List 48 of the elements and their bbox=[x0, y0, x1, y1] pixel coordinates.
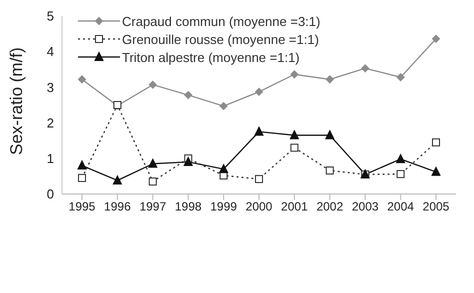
point bbox=[290, 70, 298, 78]
point bbox=[432, 166, 440, 176]
point bbox=[432, 34, 440, 43]
point bbox=[148, 178, 157, 186]
x-tick-label: 1996 bbox=[104, 200, 132, 214]
y-tick-label: 1 bbox=[46, 151, 54, 166]
y-tick-label: 0 bbox=[46, 186, 54, 202]
y-axis-title: Sex-ratio (m/f) bbox=[7, 47, 26, 155]
point bbox=[290, 130, 299, 140]
x-tick-label: 1999 bbox=[210, 200, 238, 214]
x-tick-label: 1997 bbox=[139, 200, 166, 214]
point bbox=[184, 91, 192, 100]
legend-label: Triton alpestre (moyenne =1:1) bbox=[122, 50, 300, 64]
point bbox=[325, 130, 334, 140]
point bbox=[220, 102, 228, 110]
y-tick-label: 3 bbox=[46, 80, 54, 95]
x-tick-label: 2000 bbox=[246, 200, 273, 214]
legend-label: Grenouille rousse (moyenne =1:1) bbox=[122, 32, 319, 46]
legend-label: Crapaud commun (moyenne =3:1) bbox=[122, 14, 320, 28]
point bbox=[326, 75, 334, 84]
point bbox=[78, 160, 86, 170]
y-tick-label: 4 bbox=[46, 44, 54, 60]
point bbox=[396, 170, 405, 178]
x-tick-label: 1995 bbox=[68, 200, 96, 214]
x-tick-label: 2003 bbox=[352, 200, 379, 214]
x-tick-label: 2005 bbox=[422, 200, 450, 214]
point bbox=[148, 80, 157, 89]
point bbox=[326, 166, 334, 175]
point bbox=[78, 75, 86, 84]
y-tick-label: 2 bbox=[46, 115, 54, 130]
point bbox=[112, 175, 122, 184]
point bbox=[184, 156, 193, 166]
point bbox=[396, 154, 406, 164]
y-tick-label: 5 bbox=[46, 8, 54, 24]
x-tick-label: 2004 bbox=[387, 200, 414, 214]
point bbox=[255, 175, 263, 184]
point bbox=[219, 164, 228, 174]
x-tick-label: 2001 bbox=[281, 200, 308, 214]
point bbox=[254, 126, 264, 136]
point bbox=[396, 73, 405, 82]
point bbox=[290, 144, 298, 152]
point bbox=[432, 138, 440, 146]
point bbox=[78, 174, 86, 182]
x-tick-label: 1998 bbox=[174, 200, 202, 214]
x-tick-label: 2002 bbox=[316, 200, 344, 214]
point bbox=[255, 88, 263, 96]
point bbox=[148, 158, 158, 168]
point bbox=[361, 64, 370, 72]
